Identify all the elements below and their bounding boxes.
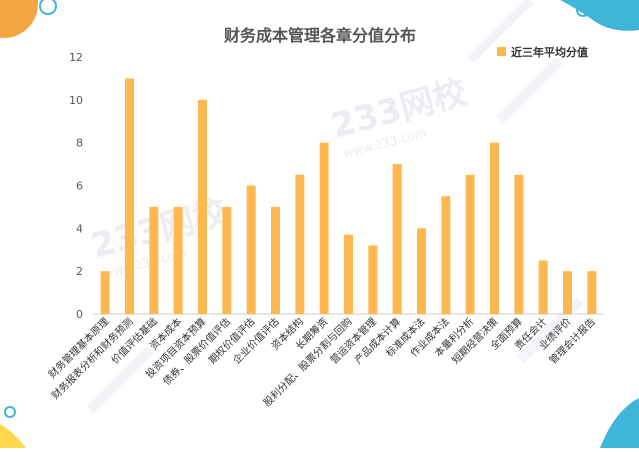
- bar: [465, 174, 475, 314]
- decor-ring-top-left: [39, 0, 57, 15]
- decor-blob-top-left: [0, 0, 38, 38]
- decor-ring-bottom-left: [4, 406, 16, 418]
- bar: [198, 99, 207, 314]
- bar: [222, 206, 232, 314]
- y-tick-label: 10: [69, 94, 83, 107]
- y-tick-label: 6: [76, 180, 83, 193]
- bar: [490, 142, 499, 314]
- decor-ring-top-right: [576, 3, 590, 17]
- bar: [368, 245, 378, 314]
- bar: [563, 271, 572, 314]
- bar: [100, 271, 110, 314]
- decor-blob-bottom-left: [0, 424, 26, 448]
- y-tick-label: 2: [76, 265, 83, 278]
- bar-series: [100, 78, 597, 315]
- decor-blob-bottom-right: [600, 398, 639, 448]
- bar: [246, 185, 256, 314]
- bar: [514, 174, 524, 314]
- legend: 近三年平均分值: [497, 45, 588, 59]
- bar: [587, 271, 597, 314]
- decor-blob-top-right: [560, 0, 639, 31]
- y-tick-label: 4: [76, 222, 83, 235]
- bar: [538, 260, 548, 314]
- y-axis-ticks: 0 2 4 6 8 10 12: [69, 51, 83, 321]
- bar: [441, 196, 451, 314]
- legend-swatch: [497, 47, 506, 56]
- y-tick-label: 12: [69, 51, 83, 64]
- chart-title: 财务成本管理各章分值分布: [223, 26, 416, 45]
- bar: [295, 174, 305, 314]
- bar: [149, 206, 159, 314]
- bar: [417, 228, 426, 314]
- decor-stripes: [86, 0, 584, 414]
- bar: [319, 142, 329, 314]
- bar: [173, 206, 183, 314]
- y-tick-label: 8: [76, 137, 83, 150]
- bar: [125, 78, 134, 315]
- legend-label: 近三年平均分值: [511, 45, 588, 59]
- bar: [392, 164, 402, 314]
- x-axis-labels: 财务管理基本原理财务报表分析和财务预测价值评估基础资本成本投资项目资本预算债券、…: [46, 315, 598, 409]
- bar: [344, 234, 353, 314]
- bar: [271, 206, 280, 314]
- y-tick-label: 0: [76, 308, 83, 321]
